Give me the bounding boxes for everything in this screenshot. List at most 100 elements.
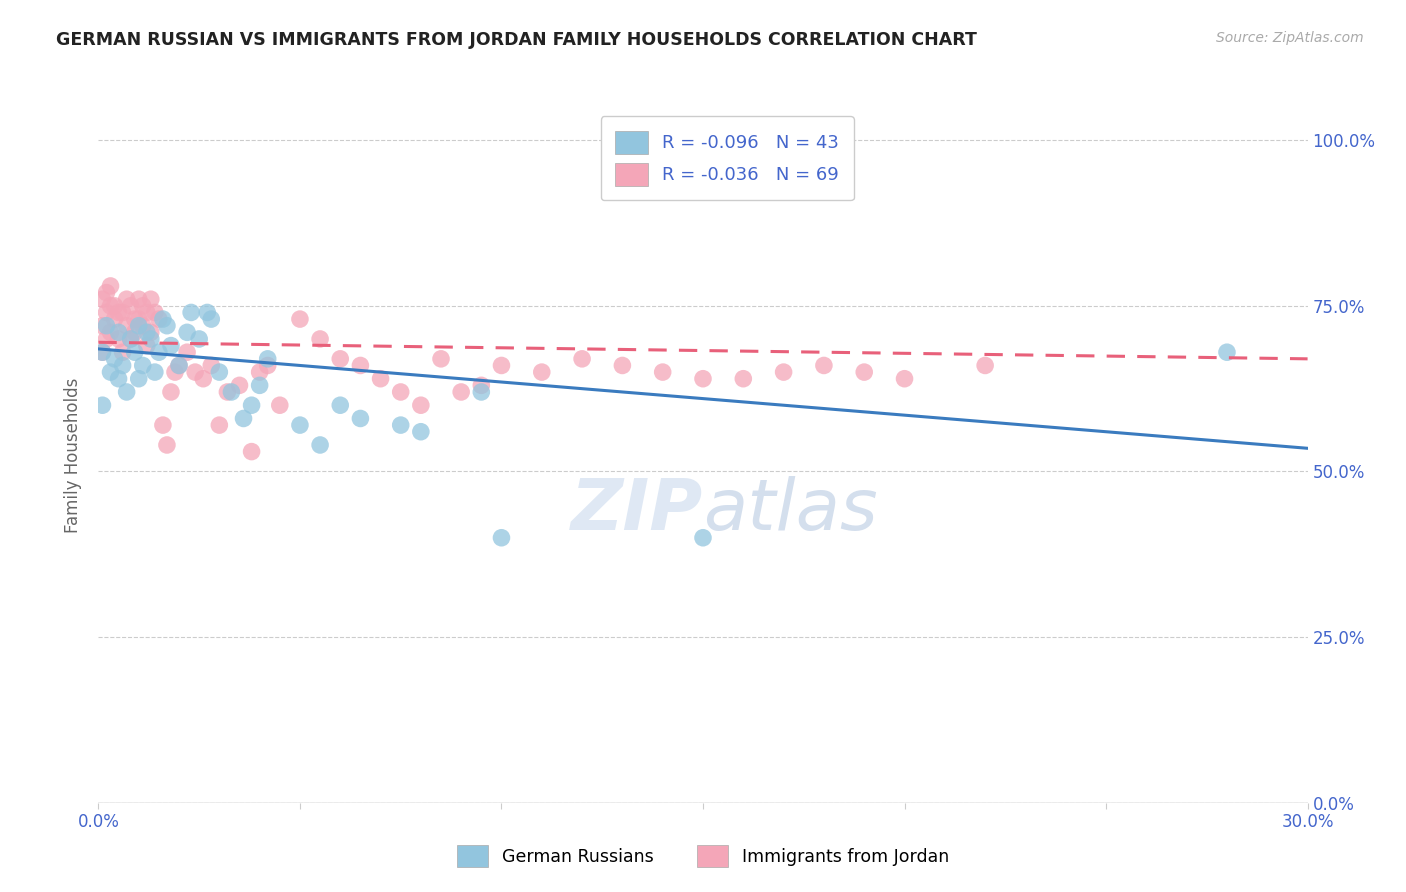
Point — [329, 351, 352, 366]
Point — [115, 292, 138, 306]
Point — [349, 359, 371, 373]
Point — [176, 326, 198, 340]
Point — [389, 384, 412, 399]
Point — [288, 312, 311, 326]
Point — [256, 359, 278, 373]
Point — [139, 326, 162, 340]
Point — [107, 332, 129, 346]
Point — [256, 351, 278, 366]
Point — [180, 305, 202, 319]
Point — [124, 345, 146, 359]
Point — [103, 351, 125, 366]
Y-axis label: Family Households: Family Households — [65, 377, 83, 533]
Point — [135, 338, 157, 352]
Point — [107, 326, 129, 340]
Point — [124, 326, 146, 340]
Point — [160, 384, 183, 399]
Point — [651, 365, 673, 379]
Legend: German Russians, Immigrants from Jordan: German Russians, Immigrants from Jordan — [450, 838, 956, 874]
Point — [228, 378, 250, 392]
Point — [1216, 345, 1239, 359]
Point — [612, 359, 634, 373]
Text: GERMAN RUSSIAN VS IMMIGRANTS FROM JORDAN FAMILY HOUSEHOLDS CORRELATION CHART: GERMAN RUSSIAN VS IMMIGRANTS FROM JORDAN… — [56, 31, 977, 49]
Text: Source: ZipAtlas.com: Source: ZipAtlas.com — [1216, 31, 1364, 45]
Point — [167, 359, 190, 373]
Point — [470, 378, 492, 392]
Point — [128, 312, 150, 326]
Point — [208, 418, 231, 433]
Point — [249, 365, 271, 379]
Point — [135, 326, 157, 340]
Point — [156, 438, 179, 452]
Point — [111, 305, 134, 319]
Point — [128, 318, 150, 333]
Point — [91, 345, 114, 359]
Point — [974, 359, 997, 373]
Point — [107, 372, 129, 386]
Point — [100, 299, 122, 313]
Point — [329, 398, 352, 412]
Point — [135, 305, 157, 319]
Point — [91, 345, 114, 359]
Point — [409, 398, 432, 412]
Point — [200, 359, 222, 373]
Point — [389, 418, 412, 433]
Point — [249, 378, 271, 392]
Point — [309, 438, 332, 452]
Point — [120, 299, 142, 313]
Point — [139, 292, 162, 306]
Point — [96, 285, 118, 300]
Point — [132, 318, 155, 333]
Point — [208, 365, 231, 379]
Point — [853, 365, 876, 379]
Point — [232, 411, 254, 425]
Point — [111, 345, 134, 359]
Legend: R = -0.096   N = 43, R = -0.036   N = 69: R = -0.096 N = 43, R = -0.036 N = 69 — [600, 116, 853, 201]
Point — [184, 365, 207, 379]
Point — [120, 332, 142, 346]
Point — [430, 351, 453, 366]
Point — [692, 372, 714, 386]
Point — [221, 384, 243, 399]
Point — [139, 332, 162, 346]
Point — [409, 425, 432, 439]
Point — [450, 384, 472, 399]
Point — [148, 312, 170, 326]
Point — [96, 305, 118, 319]
Point — [107, 305, 129, 319]
Point — [100, 326, 122, 340]
Point — [193, 372, 215, 386]
Point — [100, 365, 122, 379]
Point — [132, 299, 155, 313]
Point — [148, 345, 170, 359]
Point — [491, 359, 513, 373]
Point — [120, 332, 142, 346]
Point — [692, 531, 714, 545]
Text: ZIP: ZIP — [571, 476, 703, 545]
Point — [217, 384, 239, 399]
Point — [240, 398, 263, 412]
Point — [111, 359, 134, 373]
Point — [349, 411, 371, 425]
Point — [571, 351, 593, 366]
Point — [143, 305, 166, 319]
Point — [115, 318, 138, 333]
Point — [269, 398, 291, 412]
Point — [132, 359, 155, 373]
Point — [100, 279, 122, 293]
Point — [160, 338, 183, 352]
Point — [124, 312, 146, 326]
Point — [103, 299, 125, 313]
Point — [128, 372, 150, 386]
Text: atlas: atlas — [703, 476, 877, 545]
Point — [813, 359, 835, 373]
Point — [152, 312, 174, 326]
Point — [163, 365, 186, 379]
Point — [370, 372, 392, 386]
Point — [195, 305, 218, 319]
Point — [188, 332, 211, 346]
Point — [115, 384, 138, 399]
Point — [96, 318, 118, 333]
Point — [128, 292, 150, 306]
Point — [470, 384, 492, 399]
